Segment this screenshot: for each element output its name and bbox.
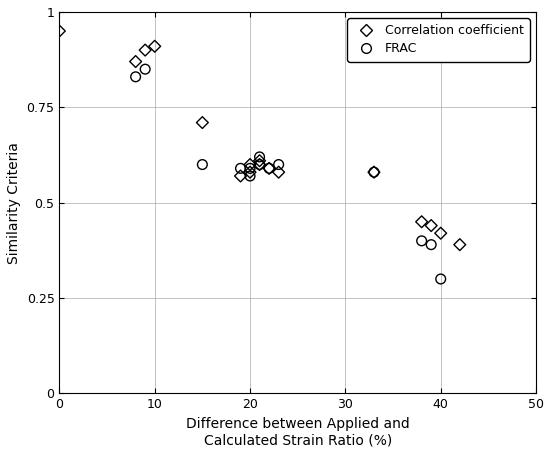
- Point: [55, 27, 64, 35]
- Point: [455, 241, 464, 248]
- Point: [236, 165, 245, 172]
- Point: [427, 241, 436, 248]
- Point: [236, 173, 245, 180]
- Point: [246, 161, 255, 168]
- Point: [274, 168, 283, 176]
- Point: [436, 276, 445, 283]
- X-axis label: Difference between Applied and
Calculated Strain Ratio (%): Difference between Applied and Calculate…: [186, 417, 409, 447]
- Point: [150, 43, 159, 50]
- Y-axis label: Similarity Criteria: Similarity Criteria: [7, 142, 21, 264]
- Point: [370, 168, 379, 176]
- Point: [246, 165, 255, 172]
- Point: [274, 161, 283, 168]
- Point: [246, 168, 255, 176]
- Point: [141, 46, 149, 54]
- Point: [255, 161, 264, 168]
- Point: [417, 237, 426, 244]
- Point: [198, 119, 207, 126]
- Point: [255, 157, 264, 164]
- Point: [198, 161, 207, 168]
- Point: [131, 58, 140, 65]
- Point: [255, 161, 264, 168]
- Point: [370, 168, 379, 176]
- Legend: Correlation coefficient, FRAC: Correlation coefficient, FRAC: [347, 18, 530, 62]
- Point: [417, 218, 426, 225]
- Point: [255, 153, 264, 161]
- Point: [141, 65, 149, 73]
- Point: [427, 222, 436, 229]
- Point: [264, 165, 273, 172]
- Point: [264, 165, 273, 172]
- Point: [131, 73, 140, 80]
- Point: [436, 230, 445, 237]
- Point: [246, 173, 255, 180]
